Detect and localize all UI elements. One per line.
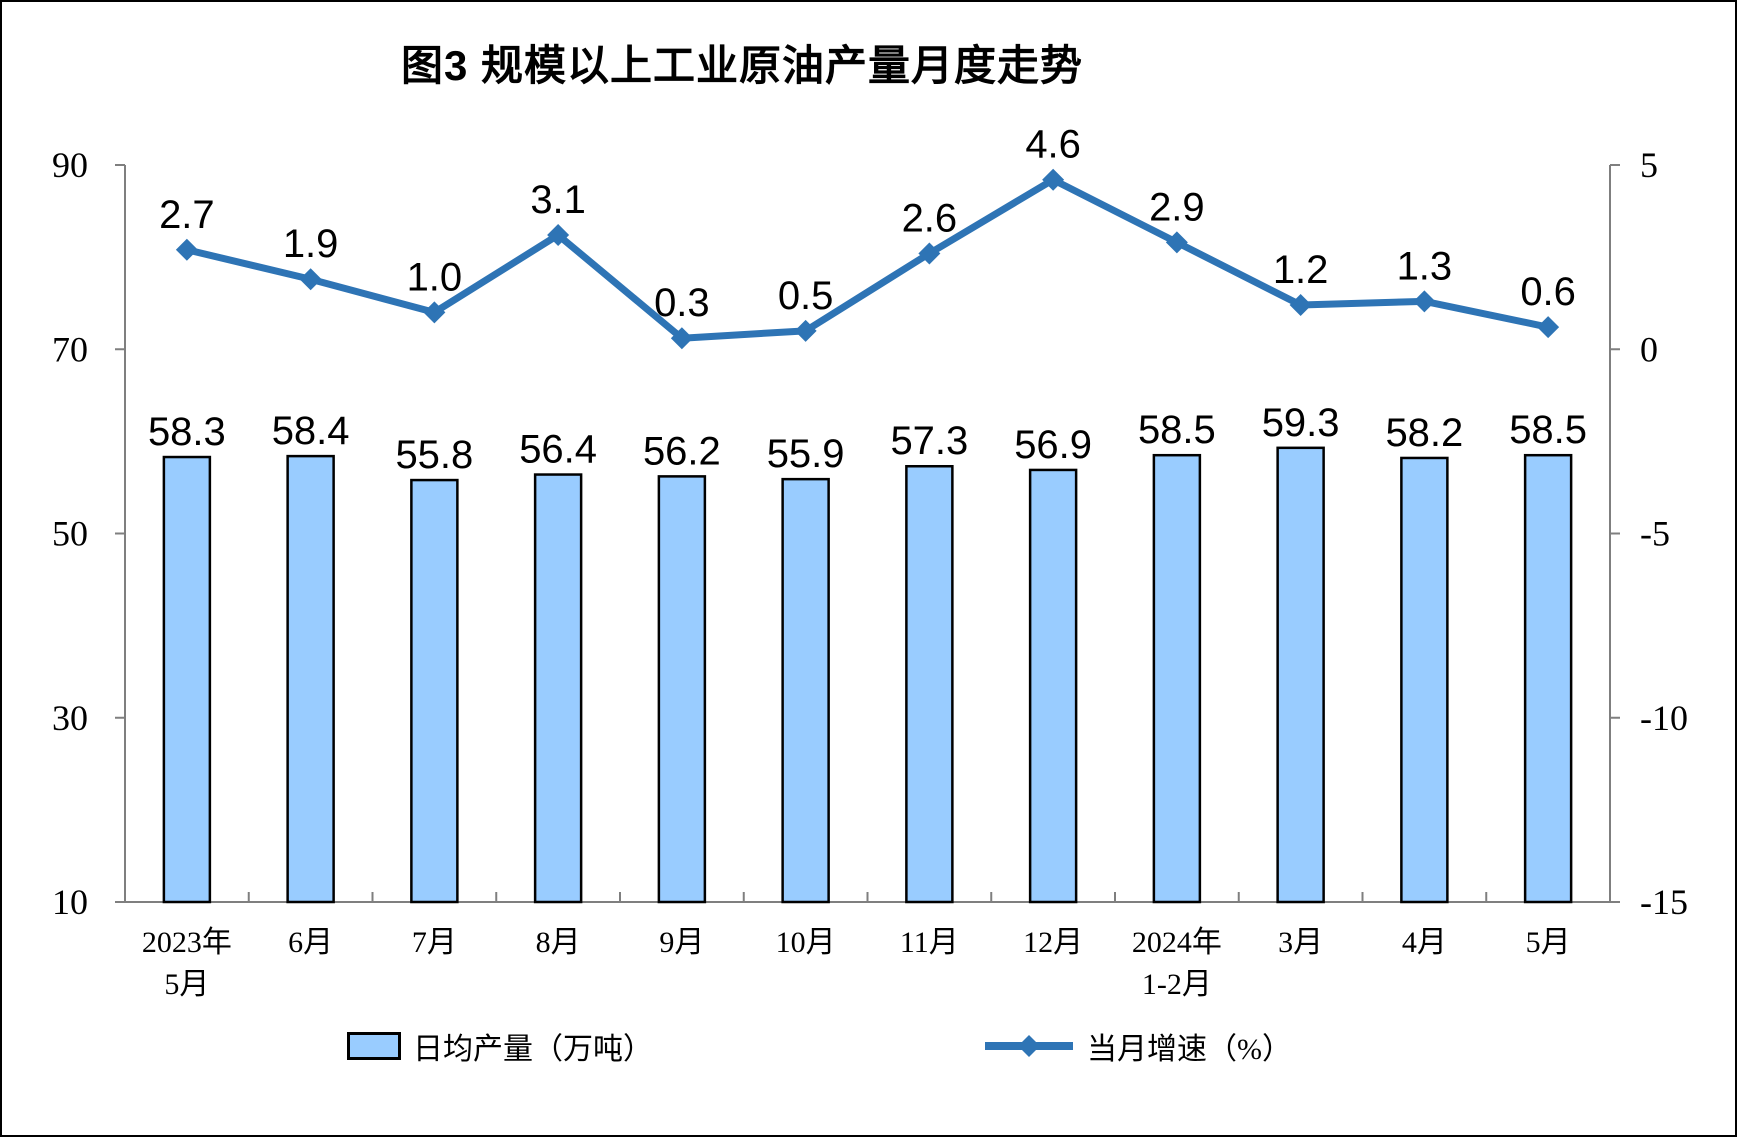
- growth-rate-line: [183, 176, 1552, 342]
- line-value-label: 3.1: [530, 178, 586, 222]
- x-axis-category-label: 4月: [1402, 926, 1447, 959]
- bar-column-3: [533, 473, 583, 904]
- x-axis-category-label: 7月: [412, 926, 457, 959]
- x-axis-category-label: 10月: [776, 926, 836, 959]
- legend-item-line-series: 当月增速（%）: [983, 1024, 1292, 1068]
- bar-value-label: 58.5: [1138, 408, 1216, 452]
- line-value-label: 0.6: [1520, 270, 1576, 314]
- bar-column-1: [286, 454, 335, 904]
- bar-swatch-icon: [347, 1032, 401, 1060]
- line-value-label: 2.6: [902, 196, 958, 240]
- bar-value-label: 58.2: [1385, 411, 1463, 455]
- bar-column-7: [1028, 468, 1078, 904]
- bar-value-label: 55.8: [395, 433, 473, 477]
- line-value-label: 2.9: [1149, 185, 1205, 229]
- bar-value-label: 55.9: [767, 432, 845, 476]
- x-axis-category-label: 9月: [659, 926, 704, 959]
- line-value-label: 2.7: [159, 193, 215, 237]
- bar-column-2: [410, 478, 459, 904]
- x-axis-category-label: 12月: [1023, 926, 1083, 959]
- bar-value-label: 59.3: [1262, 401, 1340, 445]
- line-value-label: 1.3: [1397, 244, 1453, 288]
- bar-column-0: [162, 455, 212, 904]
- left-axis-tick-label: 30: [52, 698, 88, 738]
- bar-value-label: 56.4: [519, 428, 597, 472]
- chart-title: 图3 规模以上工业原油产量月度走势: [400, 42, 1084, 89]
- left-axis-tick-label: 50: [52, 514, 88, 554]
- line-diamond-marker-4: [670, 327, 693, 350]
- line-diamond-marker-3: [547, 224, 570, 247]
- left-axis-tick-label: 10: [52, 882, 88, 922]
- x-axis-category-label: 6月: [288, 926, 333, 959]
- x-axis-category-label: 5月: [1526, 926, 1571, 959]
- bar-value-label: 58.4: [272, 409, 350, 453]
- left-axis-tick-label: 70: [52, 329, 88, 369]
- line-diamond-marker-6: [918, 242, 941, 265]
- x-axis-category-label: 8月: [536, 926, 581, 959]
- line-diamond-marker-2: [423, 301, 446, 324]
- legend-item-bar-series: 日均产量（万吨）: [347, 1024, 653, 1068]
- legend-diamond-marker: [1018, 1035, 1040, 1057]
- line-value-label: 4.6: [1025, 123, 1081, 167]
- left-axis-tick-label: 90: [52, 145, 88, 185]
- line-value-label: 1.2: [1273, 248, 1329, 292]
- bar-value-label: 56.9: [1014, 423, 1092, 467]
- bar-column-10: [1400, 456, 1449, 904]
- x-axis-category-label: 2024年: [1132, 926, 1222, 959]
- line-value-label: 0.3: [654, 281, 710, 325]
- right-axis-tick-label: -10: [1640, 698, 1688, 738]
- bar-value-label: 58.5: [1509, 408, 1587, 452]
- bar-value-label: 57.3: [890, 419, 968, 463]
- line-diamond-marker-9: [1289, 294, 1312, 317]
- line-diamond-marker-7: [1042, 168, 1065, 191]
- right-axis-tick-label: -5: [1640, 514, 1670, 554]
- line-diamond-marker-11: [1537, 316, 1560, 339]
- bar-column-8: [1152, 453, 1202, 904]
- x-axis-category-label: 1-2月: [1142, 968, 1212, 1001]
- line-value-label: 1.9: [283, 222, 339, 266]
- legend-label-bar-series: 日均产量（万吨）: [413, 1033, 653, 1066]
- line-diamond-marker-10: [1413, 290, 1436, 313]
- right-axis-tick-label: 5: [1640, 145, 1658, 185]
- bar-value-label: 58.3: [148, 410, 226, 454]
- bar-column-9: [1276, 446, 1325, 904]
- bar-value-label: 56.2: [643, 429, 721, 473]
- bar-column-4: [657, 475, 707, 904]
- x-axis-category-label: 11月: [900, 926, 959, 959]
- bar-column-6: [905, 464, 954, 904]
- line-value-label: 0.5: [778, 274, 834, 318]
- right-axis-tick-label: 0: [1640, 329, 1658, 369]
- line-diamond-marker-1: [299, 268, 322, 291]
- x-axis-category-label: 5月: [164, 968, 209, 1001]
- line-diamond-marker-5: [794, 319, 817, 342]
- chart-legend: 日均产量（万吨） 当月增速（%）: [347, 1024, 1292, 1068]
- line-diamond-marker-0: [175, 238, 198, 261]
- legend-label-line-series: 当月增速（%）: [1087, 1033, 1292, 1066]
- x-axis-category-label: 3月: [1278, 926, 1323, 959]
- right-axis-tick-label: -15: [1640, 882, 1688, 922]
- line-marker-icon: [985, 1035, 1073, 1057]
- line-value-label: 1.0: [407, 255, 463, 299]
- line-diamond-marker-8: [1165, 231, 1188, 254]
- bar-column-5: [781, 477, 830, 904]
- bar-column-11: [1523, 453, 1573, 904]
- x-axis-category-label: 2023年: [142, 926, 232, 959]
